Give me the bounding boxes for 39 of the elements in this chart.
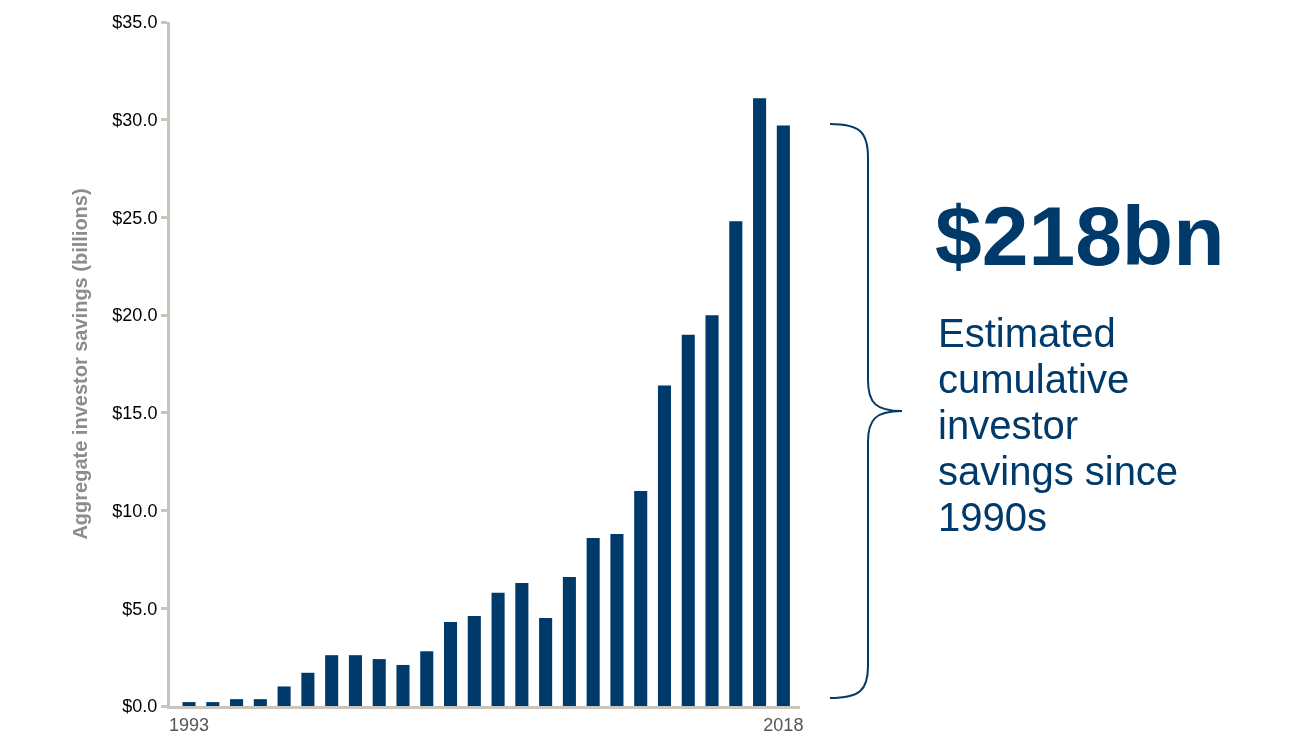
y-tick-label: $30.0 <box>112 110 158 131</box>
bar <box>610 534 624 706</box>
bar <box>277 686 291 706</box>
bar <box>325 655 339 706</box>
bar <box>562 577 576 706</box>
bar <box>420 651 434 706</box>
bar <box>396 664 410 706</box>
bar <box>348 655 362 706</box>
bar <box>443 621 458 706</box>
y-tick-label: $35.0 <box>112 12 158 33</box>
bar <box>657 385 672 706</box>
bar <box>182 702 196 706</box>
bar <box>372 659 386 706</box>
bar <box>253 699 267 706</box>
bar <box>586 537 600 706</box>
bar <box>705 315 719 706</box>
bar <box>634 491 648 706</box>
x-tick-label: 2018 <box>763 714 804 735</box>
bar <box>515 582 529 706</box>
bar <box>681 334 695 706</box>
bar <box>230 699 244 706</box>
bar <box>753 98 767 706</box>
bar <box>301 672 315 706</box>
bar <box>206 702 220 706</box>
bar <box>729 221 743 706</box>
bar <box>491 592 505 706</box>
bar <box>467 616 481 706</box>
x-tick-label: 1993 <box>169 714 210 735</box>
y-tick-label: $10.0 <box>112 500 158 521</box>
text: Estimated cumulative investor savings since 1990s <box>938 310 1180 540</box>
bar <box>776 125 790 706</box>
y-tick-label: $0.0 <box>122 696 158 717</box>
y-tick-label: $15.0 <box>112 403 158 424</box>
text: $218bn <box>935 189 1225 283</box>
y-tick-label: $5.0 <box>122 598 158 619</box>
y-tick-label: $20.0 <box>112 305 158 326</box>
bar <box>539 618 553 706</box>
y-axis-title: Aggregate investor savings (billions) <box>68 188 91 540</box>
y-tick-label: $25.0 <box>112 207 158 228</box>
